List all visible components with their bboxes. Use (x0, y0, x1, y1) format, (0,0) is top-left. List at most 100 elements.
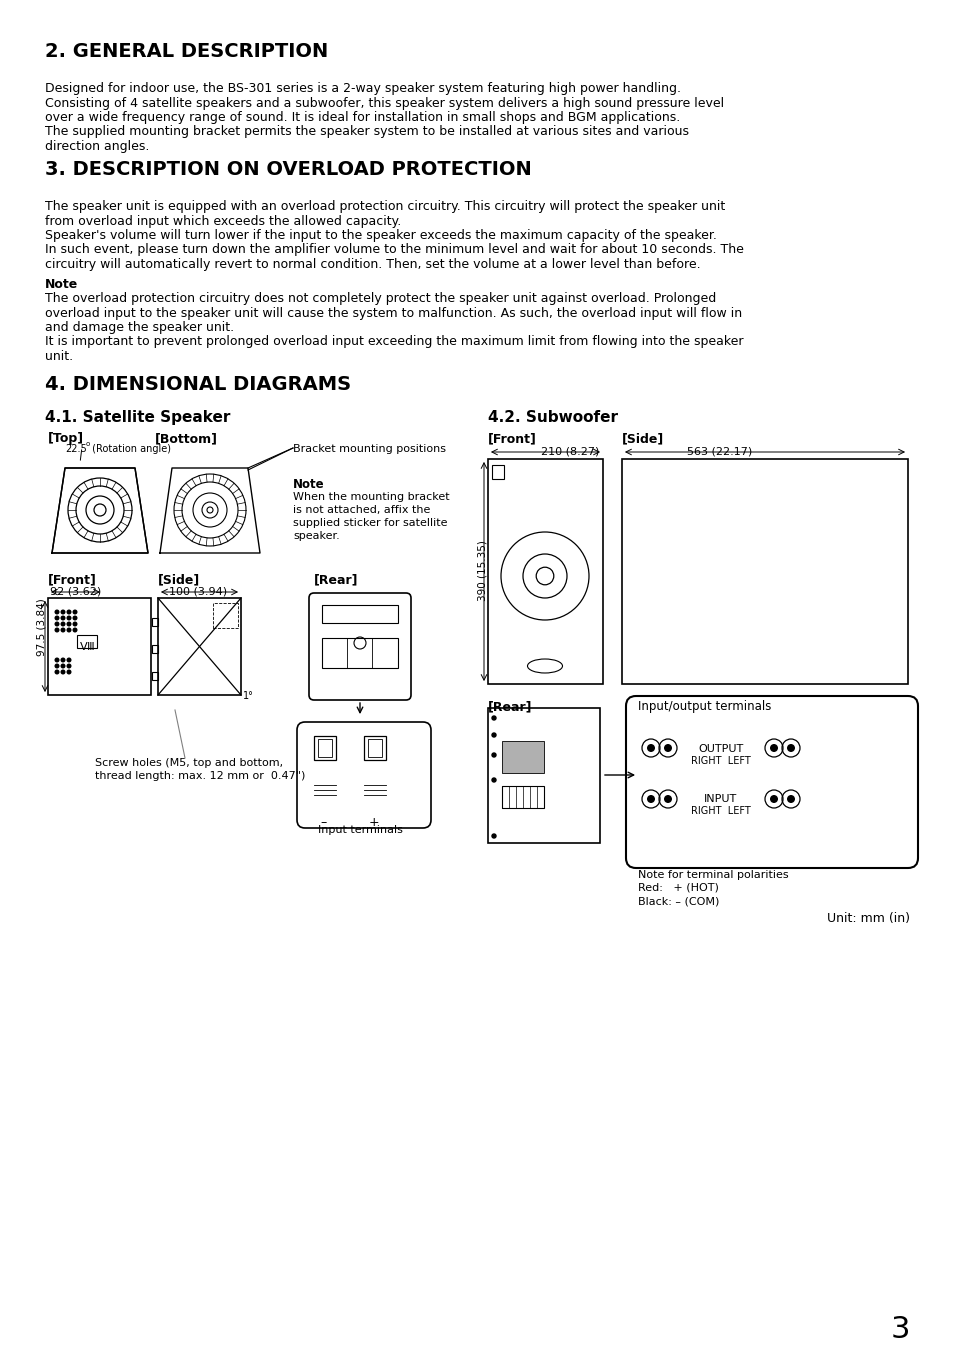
Bar (322, 638, 397, 667)
Text: 4. DIMENSIONAL DIAGRAMS: 4. DIMENSIONAL DIAGRAMS (45, 376, 351, 394)
Text: OUTPUT: OUTPUT (698, 744, 742, 754)
Text: Note for terminal polarities: Note for terminal polarities (638, 870, 788, 880)
Circle shape (55, 670, 59, 674)
Circle shape (55, 623, 59, 626)
Text: Ⅷ: Ⅷ (80, 642, 94, 653)
Text: circuitry will automatically revert to normal condition. Then, set the volume at: circuitry will automatically revert to n… (45, 258, 700, 272)
Circle shape (55, 628, 59, 632)
Text: 97.5 (3.84): 97.5 (3.84) (37, 598, 47, 655)
Text: Screw holes (M5, top and bottom,: Screw holes (M5, top and bottom, (95, 758, 283, 767)
Circle shape (73, 623, 77, 626)
Text: o: o (86, 440, 91, 447)
Circle shape (646, 744, 655, 753)
Bar (213, 603, 237, 628)
Circle shape (73, 616, 77, 620)
Circle shape (61, 658, 65, 662)
Text: Black: – (COM): Black: – (COM) (638, 896, 719, 907)
Circle shape (67, 658, 71, 662)
Bar (152, 617, 158, 626)
Text: Unit: mm (in): Unit: mm (in) (826, 912, 909, 925)
Text: 2. GENERAL DESCRIPTION: 2. GENERAL DESCRIPTION (45, 42, 328, 61)
Circle shape (55, 616, 59, 620)
Bar (488, 459, 602, 684)
Text: [Front]: [Front] (48, 573, 97, 586)
Circle shape (492, 753, 496, 757)
Bar (501, 786, 543, 808)
Text: [Rear]: [Rear] (314, 573, 358, 586)
Text: Designed for indoor use, the BS-301 series is a 2-way speaker system featuring h: Designed for indoor use, the BS-301 seri… (45, 82, 680, 95)
Circle shape (73, 611, 77, 613)
Circle shape (61, 628, 65, 632)
Text: 22.5: 22.5 (65, 444, 87, 454)
Text: +: + (368, 816, 379, 830)
Text: [Side]: [Side] (621, 432, 663, 444)
Text: direction angles.: direction angles. (45, 141, 150, 153)
Circle shape (67, 623, 71, 626)
Circle shape (55, 658, 59, 662)
Circle shape (492, 778, 496, 782)
Circle shape (67, 611, 71, 613)
Circle shape (73, 628, 77, 632)
Text: Note: Note (45, 278, 78, 290)
Circle shape (492, 834, 496, 838)
Circle shape (55, 665, 59, 667)
Circle shape (67, 616, 71, 620)
Text: INPUT: INPUT (703, 794, 737, 804)
Text: Input/output terminals: Input/output terminals (638, 700, 771, 713)
Bar (152, 671, 158, 680)
Circle shape (786, 794, 794, 802)
Text: The overload protection circuitry does not completely protect the speaker unit a: The overload protection circuitry does n… (45, 292, 716, 305)
Text: 3. DESCRIPTION ON OVERLOAD PROTECTION: 3. DESCRIPTION ON OVERLOAD PROTECTION (45, 159, 531, 178)
Circle shape (663, 794, 671, 802)
Circle shape (67, 628, 71, 632)
Bar (488, 708, 599, 843)
Text: overload input to the speaker unit will cause the system to malfunction. As such: overload input to the speaker unit will … (45, 307, 741, 319)
Bar (314, 736, 335, 761)
Text: Note: Note (293, 478, 324, 490)
Text: Red:   + (HOT): Red: + (HOT) (638, 884, 719, 893)
Text: [Bottom]: [Bottom] (154, 432, 218, 444)
Text: 3: 3 (889, 1315, 909, 1344)
Bar (501, 740, 543, 773)
Circle shape (492, 734, 496, 738)
Text: supplied sticker for satellite: supplied sticker for satellite (293, 517, 447, 528)
Text: from overload input which exceeds the allowed capacity.: from overload input which exceeds the al… (45, 215, 401, 227)
Circle shape (61, 670, 65, 674)
Bar (621, 459, 907, 684)
Circle shape (61, 611, 65, 613)
Circle shape (55, 611, 59, 613)
Bar (368, 739, 381, 757)
Text: 4.1. Satellite Speaker: 4.1. Satellite Speaker (45, 409, 230, 426)
Text: When the mounting bracket: When the mounting bracket (293, 492, 449, 503)
Text: RIGHT  LEFT: RIGHT LEFT (690, 807, 750, 816)
Text: 100 (3.94): 100 (3.94) (169, 586, 227, 596)
Text: [Front]: [Front] (488, 432, 537, 444)
Circle shape (61, 623, 65, 626)
Circle shape (67, 670, 71, 674)
Text: over a wide frequency range of sound. It is ideal for installation in small shop: over a wide frequency range of sound. It… (45, 111, 679, 124)
Text: The speaker unit is equipped with an overload protection circuitry. This circuit: The speaker unit is equipped with an ove… (45, 200, 724, 213)
Circle shape (646, 794, 655, 802)
Circle shape (663, 744, 671, 753)
Bar (492, 465, 503, 480)
Bar (158, 598, 241, 694)
Circle shape (786, 744, 794, 753)
Circle shape (769, 794, 778, 802)
Circle shape (67, 665, 71, 667)
Bar (48, 598, 151, 694)
Text: speaker.: speaker. (293, 531, 339, 540)
Circle shape (61, 665, 65, 667)
Text: In such event, please turn down the amplifier volume to the minimum level and wa: In such event, please turn down the ampl… (45, 243, 743, 257)
Circle shape (61, 616, 65, 620)
Text: [Top]: [Top] (48, 432, 84, 444)
Text: (Rotation angle): (Rotation angle) (89, 444, 171, 454)
Text: [Side]: [Side] (158, 573, 200, 586)
Circle shape (492, 716, 496, 720)
Bar (77, 635, 97, 648)
Text: The supplied mounting bracket permits the speaker system to be installed at vari: The supplied mounting bracket permits th… (45, 126, 688, 139)
Text: Input terminals: Input terminals (317, 825, 402, 835)
Text: unit.: unit. (45, 350, 73, 363)
Text: Consisting of 4 satellite speakers and a subwoofer, this speaker system delivers: Consisting of 4 satellite speakers and a… (45, 96, 723, 109)
Circle shape (769, 744, 778, 753)
Text: 563 (22.17): 563 (22.17) (687, 446, 752, 457)
